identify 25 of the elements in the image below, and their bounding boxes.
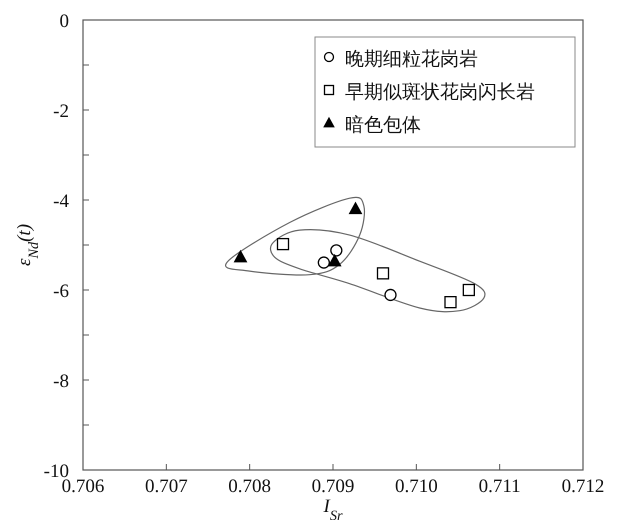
point [462, 284, 475, 296]
y-tick-label: -2 [53, 101, 69, 122]
legend-label: 暗色包体 [345, 114, 421, 136]
y-tick-label: -6 [53, 281, 69, 302]
point [276, 238, 290, 250]
x-tick-label: 0.711 [478, 476, 521, 497]
legend-label: 晚期细粒花岗岩 [345, 49, 478, 70]
x-tick-label: 0.708 [228, 476, 272, 497]
point [444, 296, 457, 308]
point [234, 250, 248, 262]
x-tick-label: 0.709 [312, 476, 354, 497]
x-tick-label: 0.710 [394, 476, 438, 497]
y-tick-label: -4 [53, 191, 70, 212]
y-tick-label: 0 [60, 11, 69, 32]
point [328, 254, 342, 266]
point [348, 202, 362, 214]
point [376, 267, 390, 280]
legend-label: 早期似斑状花岗闪长岩 [345, 82, 535, 103]
y-tick-label: -8 [53, 371, 69, 392]
x-tick-label: 0.707 [144, 476, 188, 497]
x-tick-label: 0.712 [562, 476, 604, 497]
point [384, 288, 397, 302]
point [318, 256, 330, 269]
x-axis-title: I$_{Sr}$ [322, 496, 343, 520]
point [330, 244, 342, 257]
